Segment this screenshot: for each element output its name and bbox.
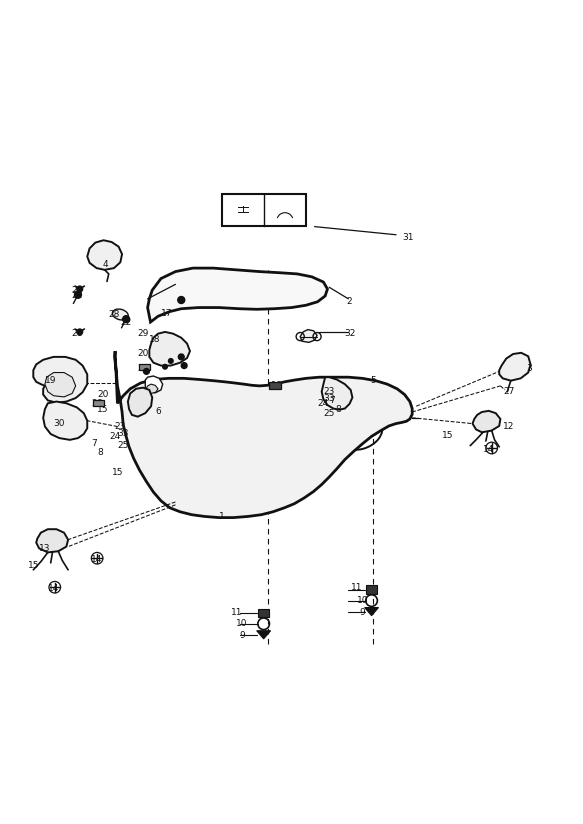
Text: 14: 14 [92, 555, 103, 564]
Text: 26: 26 [92, 399, 103, 408]
Text: 27: 27 [503, 387, 515, 396]
Text: 33: 33 [324, 394, 335, 403]
Text: 10: 10 [357, 596, 368, 605]
Text: 21: 21 [71, 329, 83, 338]
Text: 2: 2 [347, 297, 352, 307]
Bar [366, 586, 377, 593]
Polygon shape [322, 377, 352, 410]
Polygon shape [114, 351, 412, 517]
Text: 20: 20 [97, 390, 108, 399]
Text: 18: 18 [149, 335, 161, 344]
Circle shape [143, 368, 149, 374]
Text: 10: 10 [237, 620, 248, 628]
Text: 11: 11 [351, 583, 362, 592]
Text: 7: 7 [329, 396, 335, 405]
Ellipse shape [227, 481, 249, 496]
Polygon shape [499, 353, 531, 381]
Text: 9: 9 [359, 607, 365, 616]
Ellipse shape [344, 386, 376, 405]
Polygon shape [33, 357, 87, 403]
Polygon shape [128, 387, 152, 417]
Text: 15: 15 [112, 468, 123, 477]
Circle shape [75, 292, 82, 298]
Circle shape [178, 297, 185, 303]
Text: 26: 26 [138, 364, 149, 373]
Circle shape [122, 316, 129, 323]
Text: 25: 25 [324, 410, 335, 419]
Text: 24: 24 [318, 399, 329, 408]
Bar [222, 194, 306, 227]
Text: 15: 15 [442, 431, 454, 440]
Polygon shape [87, 241, 122, 269]
Text: 7: 7 [92, 439, 97, 448]
Polygon shape [145, 376, 163, 393]
Text: 28: 28 [109, 310, 120, 319]
Text: 22: 22 [71, 292, 82, 301]
Text: 31: 31 [402, 233, 413, 242]
Text: 32: 32 [344, 329, 355, 338]
Text: 20: 20 [138, 349, 149, 358]
Ellipse shape [349, 412, 382, 438]
Text: 13: 13 [39, 544, 51, 553]
Polygon shape [147, 268, 328, 322]
Circle shape [77, 286, 83, 292]
Ellipse shape [113, 309, 128, 320]
Ellipse shape [334, 411, 382, 450]
Text: 5: 5 [370, 376, 375, 385]
Polygon shape [257, 630, 271, 639]
Circle shape [181, 363, 187, 368]
Circle shape [178, 354, 184, 360]
Text: 14: 14 [48, 584, 59, 593]
Circle shape [77, 329, 83, 335]
Bar [139, 364, 150, 370]
Polygon shape [473, 411, 500, 433]
Text: 23: 23 [115, 422, 126, 431]
Bar [258, 609, 269, 617]
Circle shape [163, 364, 167, 369]
Text: 17: 17 [161, 309, 173, 318]
Polygon shape [149, 332, 190, 366]
Text: 9: 9 [239, 631, 245, 640]
Text: 33: 33 [118, 429, 129, 438]
Bar [269, 382, 281, 389]
Text: 4: 4 [103, 260, 108, 269]
Text: 15: 15 [27, 561, 39, 570]
Text: 1: 1 [219, 512, 225, 521]
Polygon shape [43, 401, 87, 440]
Text: 3: 3 [526, 364, 532, 373]
Polygon shape [45, 372, 76, 397]
Text: 19: 19 [45, 376, 57, 385]
Text: 15: 15 [97, 405, 108, 414]
Text: 23: 23 [324, 387, 335, 396]
Text: 29: 29 [138, 329, 149, 338]
Polygon shape [146, 384, 158, 393]
Text: 21: 21 [71, 286, 83, 295]
Circle shape [168, 358, 173, 363]
Text: 8: 8 [335, 405, 341, 414]
Polygon shape [364, 607, 378, 616]
Polygon shape [300, 330, 317, 343]
Text: 12: 12 [503, 422, 515, 431]
Bar [93, 400, 104, 406]
Text: 30: 30 [54, 419, 65, 428]
Text: 6: 6 [155, 408, 161, 416]
Text: 14: 14 [483, 445, 494, 454]
Text: 24: 24 [109, 432, 120, 441]
Text: 25: 25 [118, 441, 129, 450]
Ellipse shape [218, 422, 316, 478]
Text: 16: 16 [271, 382, 283, 391]
Text: 11: 11 [231, 607, 242, 616]
Polygon shape [36, 529, 68, 552]
Text: 22: 22 [121, 317, 132, 326]
Text: 8: 8 [97, 448, 103, 457]
